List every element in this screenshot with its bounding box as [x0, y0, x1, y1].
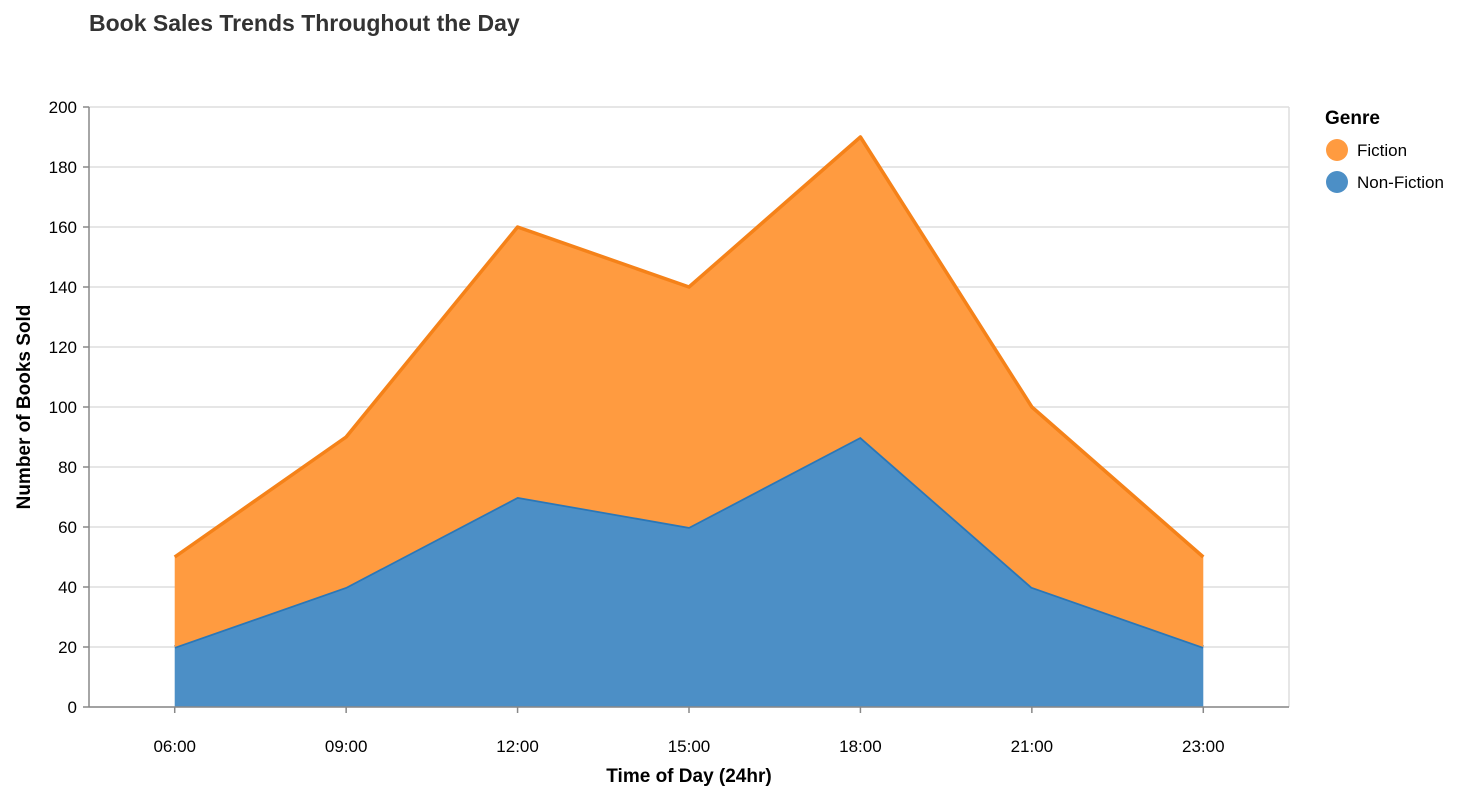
- area-non-fiction: [174, 437, 1204, 707]
- legend: Genre Fiction Non-Fiction: [1325, 108, 1444, 193]
- x-tick-label: 09:00: [325, 737, 368, 756]
- y-tick-label: 100: [49, 398, 77, 417]
- x-tick-label: 12:00: [496, 737, 539, 756]
- legend-label: Fiction: [1357, 141, 1407, 160]
- line-fiction: [173, 135, 1205, 559]
- x-tick-label: 23:00: [1182, 737, 1225, 756]
- y-tick-label: 200: [49, 98, 77, 117]
- chart-title: Book Sales Trends Throughout the Day: [89, 10, 520, 36]
- y-tick-label: 0: [68, 698, 77, 717]
- legend-label: Non-Fiction: [1357, 173, 1444, 192]
- y-tick-label: 160: [49, 218, 77, 237]
- legend-title: Genre: [1325, 108, 1380, 129]
- y-tick-label: 40: [58, 578, 77, 597]
- y-axis-title: Number of Books Sold: [14, 305, 35, 510]
- area-fiction: [174, 137, 1204, 647]
- legend-swatch: [1326, 171, 1348, 193]
- area-series: [173, 135, 1205, 707]
- x-tick-label: 21:00: [1011, 737, 1054, 756]
- y-tick-label: 20: [58, 638, 77, 657]
- y-tick-label: 60: [58, 518, 77, 537]
- x-tick-label: 06:00: [153, 737, 196, 756]
- y-tick-label: 120: [49, 338, 77, 357]
- x-tick-label: 18:00: [839, 737, 882, 756]
- axes: 0 20 40 60 80 100 120 140 160 180 200 06:00 09:00 12:…: [49, 98, 1289, 756]
- y-tick-label: 80: [58, 458, 77, 477]
- y-tick-label: 140: [49, 278, 77, 297]
- x-axis-title: Time of Day (24hr): [606, 766, 771, 787]
- y-tick-label: 180: [49, 158, 77, 177]
- x-tick-label: 15:00: [668, 737, 711, 756]
- legend-swatch: [1326, 139, 1348, 161]
